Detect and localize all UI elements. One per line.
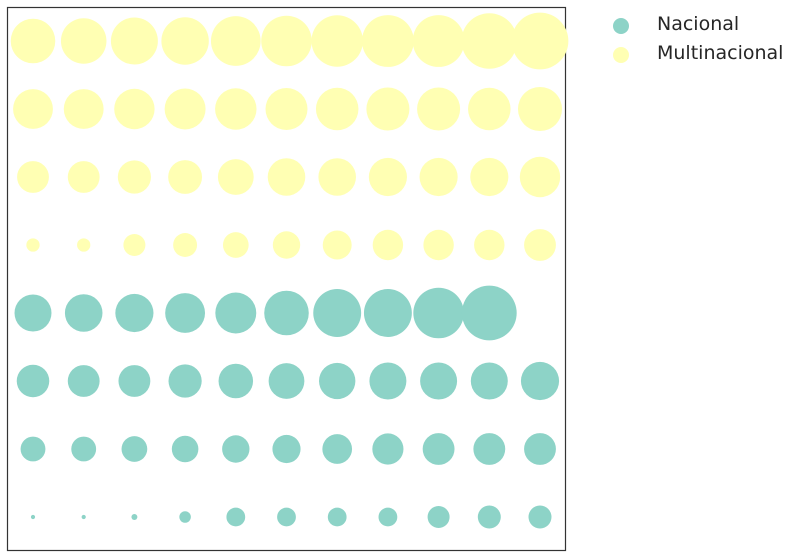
bubble-nacional-r3-c4 <box>168 364 202 398</box>
bubble-nacional-r3-c5 <box>218 363 254 399</box>
bubble-multinacional-r7-c11 <box>517 86 563 132</box>
bubble-nacional-r2-c10 <box>473 433 506 465</box>
bubble-nacional-r4-c10 <box>461 285 517 341</box>
bubble-multinacional-r5-c6 <box>272 231 301 259</box>
bubble-multinacional-r7-c2 <box>63 89 104 129</box>
bubble-nacional-r4-c3 <box>115 293 154 333</box>
bubble-multinacional-r7-c1 <box>13 89 53 129</box>
bubble-multinacional-r6-c3 <box>117 160 152 194</box>
bubble-multinacional-r8-c1 <box>10 18 56 64</box>
bubble-nacional-r1-c5 <box>226 507 246 527</box>
bubble-nacional-r4-c6 <box>264 290 309 336</box>
bubble-multinacional-r8-c9 <box>412 15 465 67</box>
bubble-multinacional-r7-c7 <box>315 87 359 131</box>
bubble-multinacional-r6-c6 <box>267 158 306 196</box>
bubble-multinacional-r7-c8 <box>366 87 410 131</box>
bubble-multinacional-r6-c5 <box>217 159 254 195</box>
bubble-nacional-r4-c1 <box>14 294 52 332</box>
bubble-nacional-r1-c8 <box>378 507 398 527</box>
bubble-multinacional-r5-c2 <box>77 238 91 252</box>
bubble-multinacional-r7-c3 <box>114 88 155 130</box>
bubble-nacional-r3-c8 <box>369 362 407 400</box>
bubble-multinacional-r7-c9 <box>417 87 461 131</box>
bubble-nacional-r3-c9 <box>420 362 458 400</box>
bubble-nacional-r2-c5 <box>222 435 250 463</box>
bubble-multinacional-r6-c9 <box>419 157 458 197</box>
bubbles-layer <box>10 12 569 529</box>
bubble-nacional-r2-c4 <box>171 435 199 463</box>
legend-marker-multinacional <box>613 47 629 63</box>
bubble-nacional-r4-c5 <box>215 292 257 334</box>
bubble-nacional-r3-c10 <box>470 362 508 400</box>
bubble-nacional-r2-c2 <box>71 436 97 462</box>
bubble-multinacional-r8-c11 <box>511 12 569 70</box>
bubble-multinacional-r8-c4 <box>161 17 209 65</box>
bubble-nacional-r1-c4 <box>179 511 191 523</box>
legend-label-nacional: Nacional <box>657 13 739 35</box>
bubble-nacional-r4-c4 <box>165 293 206 333</box>
bubble-multinacional-r5-c8 <box>372 229 404 261</box>
legend: Nacional Multinacional <box>613 13 783 64</box>
bubble-nacional-r2-c7 <box>322 434 353 464</box>
bubble-multinacional-r6-c10 <box>470 157 509 197</box>
bubble-nacional-r2-c1 <box>20 436 46 462</box>
bubble-nacional-r1-c2 <box>81 514 86 520</box>
bubble-multinacional-r5-c10 <box>474 229 505 261</box>
bubble-multinacional-r6-c8 <box>368 157 407 197</box>
bubble-nacional-r2-c9 <box>422 433 455 465</box>
bubble-nacional-r4-c8 <box>363 289 412 337</box>
bubble-nacional-r1-c10 <box>477 505 501 529</box>
bubble-multinacional-r6-c7 <box>318 158 356 196</box>
bubble-nacional-r2-c6 <box>272 434 301 464</box>
bubble-multinacional-r6-c2 <box>67 161 100 193</box>
bubble-multinacional-r8-c2 <box>60 18 107 64</box>
bubble-multinacional-r8-c8 <box>361 15 414 67</box>
bubble-multinacional-r7-c4 <box>164 88 206 130</box>
bubble-multinacional-r5-c11 <box>524 229 556 261</box>
bubble-multinacional-r7-c10 <box>468 87 511 131</box>
bubble-nacional-r3-c2 <box>67 365 100 397</box>
bubble-multinacional-r5-c4 <box>173 233 198 257</box>
bubble-nacional-r1-c1 <box>30 514 36 520</box>
bubble-nacional-r3-c3 <box>118 365 151 397</box>
legend-marker-nacional <box>613 18 629 34</box>
bubble-nacional-r1-c6 <box>277 507 296 527</box>
bubble-nacional-r1-c3 <box>131 514 138 520</box>
bubble-nacional-r4-c9 <box>413 287 464 339</box>
bubble-multinacional-r7-c5 <box>215 88 257 130</box>
bubble-nacional-r2-c11 <box>524 433 556 465</box>
bubble-nacional-r3-c6 <box>268 363 305 399</box>
bubble-multinacional-r6-c11 <box>519 156 561 198</box>
bubble-multinacional-r8-c7 <box>311 15 363 67</box>
bubble-multinacional-r8-c5 <box>210 16 261 66</box>
bubble-nacional-r3-c11 <box>520 361 560 401</box>
bubble-multinacional-r5-c9 <box>423 229 454 261</box>
bubble-nacional-r4-c7 <box>313 289 362 337</box>
bubble-nacional-r2-c3 <box>121 436 148 462</box>
bubble-multinacional-r5-c5 <box>222 232 249 258</box>
bubble-multinacional-r5-c7 <box>322 230 352 260</box>
bubble-nacional-r3-c7 <box>319 362 356 400</box>
bubble-nacional-r3-c1 <box>16 364 50 398</box>
bubble-nacional-r1-c7 <box>327 507 347 527</box>
bubble-multinacional-r7-c6 <box>265 88 308 130</box>
bubble-multinacional-r6-c1 <box>17 161 49 193</box>
bubble-multinacional-r8-c10 <box>461 13 518 69</box>
legend-label-multinacional: Multinacional <box>657 42 783 64</box>
bubble-multinacional-r8-c6 <box>261 15 312 67</box>
bubble-nacional-r4-c2 <box>64 294 103 332</box>
bubble-multinacional-r5-c3 <box>123 233 146 257</box>
bubble-multinacional-r8-c3 <box>110 17 158 65</box>
bubble-multinacional-r5-c1 <box>26 238 40 252</box>
bubble-nacional-r1-c11 <box>528 505 552 529</box>
bubble-nacional-r1-c9 <box>427 505 450 529</box>
bubble-multinacional-r6-c4 <box>168 160 203 194</box>
bubble-nacional-r2-c8 <box>372 433 404 465</box>
